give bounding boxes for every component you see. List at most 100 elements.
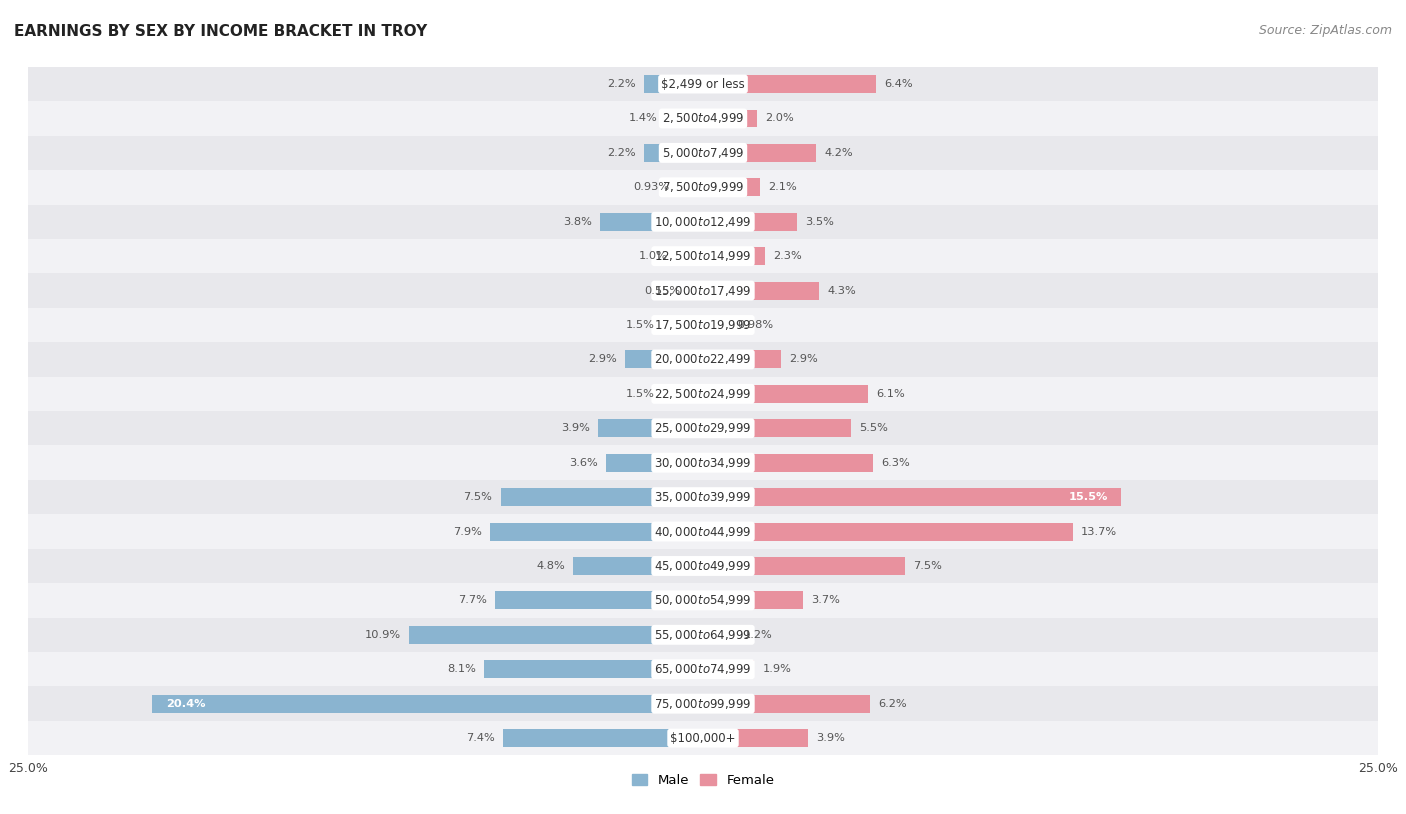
Text: 0.55%: 0.55% <box>644 286 681 295</box>
Text: $17,500 to $19,999: $17,500 to $19,999 <box>654 318 752 332</box>
Bar <box>703 110 756 128</box>
Text: Source: ZipAtlas.com: Source: ZipAtlas.com <box>1258 24 1392 37</box>
Text: $2,500 to $4,999: $2,500 to $4,999 <box>662 112 744 125</box>
Text: $15,000 to $17,499: $15,000 to $17,499 <box>654 283 752 298</box>
Text: 7.9%: 7.9% <box>453 527 482 536</box>
Text: 1.0%: 1.0% <box>640 252 668 261</box>
Bar <box>28 239 1378 274</box>
Bar <box>489 523 703 540</box>
Text: 2.1%: 2.1% <box>768 182 797 192</box>
Bar <box>703 282 820 300</box>
Text: 1.9%: 1.9% <box>762 664 792 674</box>
Text: 2.9%: 2.9% <box>789 354 818 365</box>
Bar <box>703 488 1122 506</box>
Text: EARNINGS BY SEX BY INCOME BRACKET IN TROY: EARNINGS BY SEX BY INCOME BRACKET IN TRO… <box>14 24 427 39</box>
Text: $35,000 to $39,999: $35,000 to $39,999 <box>654 490 752 504</box>
Bar <box>703 660 754 678</box>
Bar <box>703 75 876 93</box>
Bar <box>662 385 703 403</box>
Bar <box>703 592 803 610</box>
Text: 8.1%: 8.1% <box>447 664 477 674</box>
Text: 15.5%: 15.5% <box>1069 492 1108 502</box>
Text: 1.5%: 1.5% <box>626 389 654 399</box>
Bar <box>28 101 1378 136</box>
Text: 7.7%: 7.7% <box>458 595 486 606</box>
Bar <box>28 686 1378 721</box>
Text: $50,000 to $54,999: $50,000 to $54,999 <box>654 593 752 607</box>
Bar <box>409 626 703 644</box>
Bar <box>703 419 852 437</box>
Text: 4.3%: 4.3% <box>827 286 856 295</box>
Text: $75,000 to $99,999: $75,000 to $99,999 <box>654 697 752 711</box>
Bar <box>574 557 703 575</box>
Text: 0.98%: 0.98% <box>738 320 773 330</box>
Text: 7.4%: 7.4% <box>467 733 495 743</box>
Text: $100,000+: $100,000+ <box>671 732 735 745</box>
Bar <box>606 453 703 471</box>
Text: 6.4%: 6.4% <box>884 79 912 89</box>
Bar <box>703 144 817 162</box>
Text: 6.1%: 6.1% <box>876 389 904 399</box>
Bar <box>665 110 703 128</box>
Text: $10,000 to $12,499: $10,000 to $12,499 <box>654 215 752 229</box>
Bar <box>501 488 703 506</box>
Bar <box>28 618 1378 652</box>
Bar <box>703 557 905 575</box>
Text: 7.5%: 7.5% <box>914 561 942 571</box>
Bar <box>688 282 703 300</box>
Bar <box>28 411 1378 445</box>
Legend: Male, Female: Male, Female <box>626 768 780 792</box>
Text: 5.5%: 5.5% <box>859 423 889 433</box>
Text: 1.2%: 1.2% <box>744 630 772 640</box>
Text: $40,000 to $44,999: $40,000 to $44,999 <box>654 524 752 539</box>
Bar <box>600 212 703 230</box>
Text: 3.5%: 3.5% <box>806 217 834 227</box>
Text: $25,000 to $29,999: $25,000 to $29,999 <box>654 422 752 435</box>
Text: $55,000 to $64,999: $55,000 to $64,999 <box>654 628 752 641</box>
Bar <box>703 178 759 196</box>
Text: 1.5%: 1.5% <box>626 320 654 330</box>
Bar <box>598 419 703 437</box>
Text: $65,000 to $74,999: $65,000 to $74,999 <box>654 663 752 676</box>
Bar <box>28 377 1378 411</box>
Bar <box>703 316 730 334</box>
Bar <box>703 385 868 403</box>
Text: 3.7%: 3.7% <box>811 595 839 606</box>
Bar <box>644 144 703 162</box>
Text: $7,500 to $9,999: $7,500 to $9,999 <box>662 181 744 195</box>
Bar <box>28 274 1378 308</box>
Text: $30,000 to $34,999: $30,000 to $34,999 <box>654 456 752 470</box>
Text: 6.2%: 6.2% <box>879 698 907 709</box>
Text: $2,499 or less: $2,499 or less <box>661 77 745 90</box>
Text: 1.4%: 1.4% <box>628 113 657 124</box>
Text: $22,500 to $24,999: $22,500 to $24,999 <box>654 387 752 400</box>
Bar <box>703 729 808 747</box>
Text: 4.8%: 4.8% <box>537 561 565 571</box>
Bar <box>28 308 1378 342</box>
Bar <box>678 178 703 196</box>
Bar <box>703 212 797 230</box>
Bar <box>503 729 703 747</box>
Bar <box>152 694 703 712</box>
Text: 2.2%: 2.2% <box>607 148 636 158</box>
Bar <box>703 351 782 369</box>
Bar <box>662 316 703 334</box>
Text: 13.7%: 13.7% <box>1081 527 1116 536</box>
Text: 10.9%: 10.9% <box>364 630 401 640</box>
Bar <box>703 247 765 265</box>
Bar <box>703 523 1073 540</box>
Text: 20.4%: 20.4% <box>166 698 205 709</box>
Bar <box>484 660 703 678</box>
Bar <box>703 626 735 644</box>
Bar <box>495 592 703 610</box>
Text: $45,000 to $49,999: $45,000 to $49,999 <box>654 559 752 573</box>
Text: 0.93%: 0.93% <box>634 182 669 192</box>
Bar <box>28 583 1378 618</box>
Bar <box>28 514 1378 549</box>
Bar <box>28 136 1378 170</box>
Text: 3.9%: 3.9% <box>561 423 589 433</box>
Bar <box>28 342 1378 377</box>
Text: 6.3%: 6.3% <box>882 457 910 468</box>
Text: 4.2%: 4.2% <box>824 148 853 158</box>
Text: $12,500 to $14,999: $12,500 to $14,999 <box>654 249 752 263</box>
